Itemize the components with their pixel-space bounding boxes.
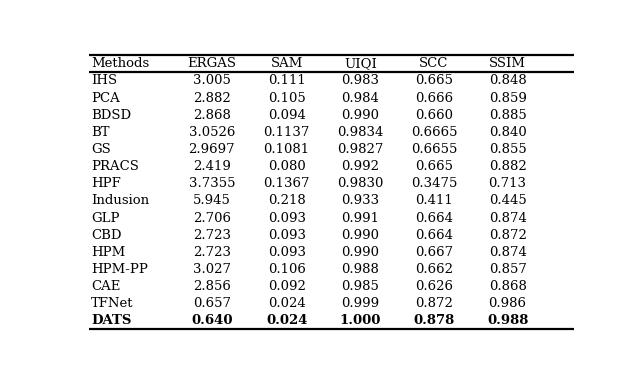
Text: Indusion: Indusion [91, 194, 149, 208]
Text: IHS: IHS [91, 74, 117, 88]
Text: 0.445: 0.445 [489, 194, 527, 208]
Text: BDSD: BDSD [91, 109, 131, 122]
Text: 0.662: 0.662 [415, 263, 453, 276]
Text: 0.992: 0.992 [341, 160, 380, 173]
Text: 0.093: 0.093 [268, 246, 306, 259]
Text: Methods: Methods [91, 57, 149, 70]
Text: 2.706: 2.706 [193, 212, 231, 224]
Text: 2.856: 2.856 [193, 280, 230, 293]
Text: 0.874: 0.874 [489, 246, 527, 259]
Text: 0.984: 0.984 [341, 92, 380, 105]
Text: GS: GS [91, 143, 111, 156]
Text: 2.882: 2.882 [193, 92, 230, 105]
Text: 0.080: 0.080 [268, 160, 305, 173]
Text: HPM: HPM [91, 246, 125, 259]
Text: 2.9697: 2.9697 [188, 143, 235, 156]
Text: 0.1367: 0.1367 [264, 177, 310, 190]
Text: 0.713: 0.713 [488, 177, 527, 190]
Text: 1.000: 1.000 [340, 314, 381, 327]
Text: 3.005: 3.005 [193, 74, 230, 88]
Text: 0.411: 0.411 [415, 194, 453, 208]
Text: 0.882: 0.882 [489, 160, 527, 173]
Text: HPM-PP: HPM-PP [91, 263, 148, 276]
Text: SCC: SCC [419, 57, 449, 70]
Text: 0.218: 0.218 [268, 194, 305, 208]
Text: 2.723: 2.723 [193, 229, 231, 242]
Text: 0.840: 0.840 [489, 126, 527, 139]
Text: GLP: GLP [91, 212, 120, 224]
Text: UIQI: UIQI [344, 57, 377, 70]
Text: 0.640: 0.640 [191, 314, 232, 327]
Text: 3.0526: 3.0526 [189, 126, 235, 139]
Text: 0.988: 0.988 [341, 263, 380, 276]
Text: 0.660: 0.660 [415, 109, 453, 122]
Text: 0.093: 0.093 [268, 212, 306, 224]
Text: 0.988: 0.988 [487, 314, 528, 327]
Text: 0.990: 0.990 [341, 246, 380, 259]
Text: 0.6655: 0.6655 [411, 143, 457, 156]
Text: 0.9827: 0.9827 [337, 143, 383, 156]
Text: 0.885: 0.885 [489, 109, 527, 122]
Text: 0.664: 0.664 [415, 229, 453, 242]
Text: 0.9834: 0.9834 [337, 126, 383, 139]
Text: 0.986: 0.986 [488, 297, 527, 310]
Text: 0.872: 0.872 [415, 297, 453, 310]
Text: 0.859: 0.859 [489, 92, 527, 105]
Text: 0.111: 0.111 [268, 74, 305, 88]
Text: 0.872: 0.872 [489, 229, 527, 242]
Text: SAM: SAM [271, 57, 303, 70]
Text: 0.106: 0.106 [268, 263, 305, 276]
Text: 0.092: 0.092 [268, 280, 305, 293]
Text: 0.024: 0.024 [268, 297, 305, 310]
Text: CBD: CBD [91, 229, 122, 242]
Text: TFNet: TFNet [91, 297, 133, 310]
Text: 0.874: 0.874 [489, 212, 527, 224]
Text: ERGAS: ERGAS [188, 57, 236, 70]
Text: 0.933: 0.933 [341, 194, 380, 208]
Text: 0.1081: 0.1081 [264, 143, 310, 156]
Text: 0.991: 0.991 [341, 212, 380, 224]
Text: 0.848: 0.848 [489, 74, 527, 88]
Text: 0.857: 0.857 [489, 263, 527, 276]
Text: 0.666: 0.666 [415, 92, 453, 105]
Text: 2.723: 2.723 [193, 246, 231, 259]
Text: 0.665: 0.665 [415, 160, 453, 173]
Text: 0.6665: 0.6665 [411, 126, 457, 139]
Text: CAE: CAE [91, 280, 120, 293]
Text: 2.868: 2.868 [193, 109, 230, 122]
Text: BT: BT [91, 126, 109, 139]
Text: 0.093: 0.093 [268, 229, 306, 242]
Text: 0.667: 0.667 [415, 246, 453, 259]
Text: 0.990: 0.990 [341, 229, 380, 242]
Text: 0.626: 0.626 [415, 280, 453, 293]
Text: 3.7355: 3.7355 [189, 177, 235, 190]
Text: PCA: PCA [91, 92, 120, 105]
Text: PRACS: PRACS [91, 160, 139, 173]
Text: 0.878: 0.878 [413, 314, 454, 327]
Text: 0.105: 0.105 [268, 92, 305, 105]
Text: 0.665: 0.665 [415, 74, 453, 88]
Text: 0.868: 0.868 [489, 280, 527, 293]
Text: 0.664: 0.664 [415, 212, 453, 224]
Text: 0.985: 0.985 [341, 280, 380, 293]
Text: SSIM: SSIM [489, 57, 526, 70]
Text: HPF: HPF [91, 177, 121, 190]
Text: 0.024: 0.024 [266, 314, 307, 327]
Text: 2.419: 2.419 [193, 160, 230, 173]
Text: 0.657: 0.657 [193, 297, 231, 310]
Text: 0.3475: 0.3475 [411, 177, 457, 190]
Text: 0.983: 0.983 [341, 74, 380, 88]
Text: 0.855: 0.855 [489, 143, 527, 156]
Text: 0.1137: 0.1137 [264, 126, 310, 139]
Text: 0.999: 0.999 [341, 297, 380, 310]
Text: 3.027: 3.027 [193, 263, 231, 276]
Text: 0.094: 0.094 [268, 109, 305, 122]
Text: 0.990: 0.990 [341, 109, 380, 122]
Text: 5.945: 5.945 [193, 194, 230, 208]
Text: DATS: DATS [91, 314, 131, 327]
Text: 0.9830: 0.9830 [337, 177, 383, 190]
